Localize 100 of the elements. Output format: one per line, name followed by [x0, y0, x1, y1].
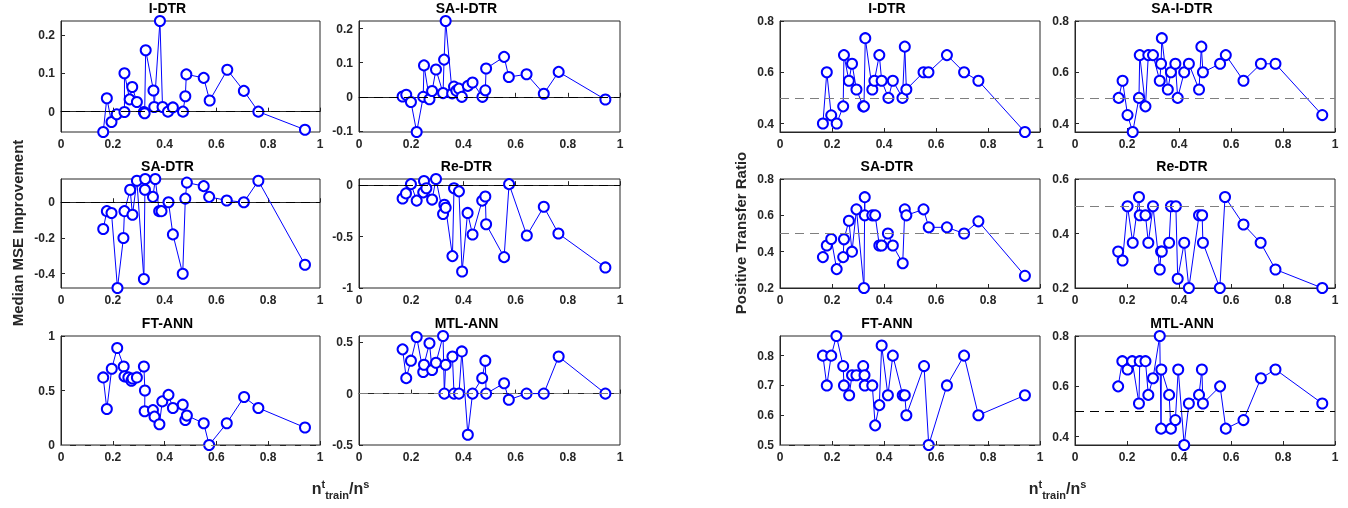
y-axis-title: Median MSE Improvement: [8, 139, 26, 327]
chart-title: Re-DTR: [1156, 158, 1208, 174]
y-tick-label: -0.5: [332, 229, 354, 244]
y-tick-label: -0.5: [332, 438, 354, 452]
chart-title: I-DTR: [148, 0, 187, 16]
x-tick-label: 0: [776, 450, 784, 464]
x-tick-label: 0.4: [875, 450, 893, 464]
y-tick-label: 0.6: [1052, 379, 1070, 394]
x-tick-label: 0: [1071, 450, 1079, 464]
x-tick-label: 0.6: [507, 450, 525, 464]
x-tick-label: 0.6: [1222, 137, 1240, 151]
x-tick-label: 0.2: [823, 450, 841, 464]
x-tick-label: 0.8: [559, 293, 577, 307]
y-tick-label: 0.8: [757, 348, 775, 363]
y-tick-label: 0: [346, 386, 354, 401]
y-tick-label: 0.4: [1052, 116, 1070, 131]
x-tick-label: 1: [1331, 293, 1339, 307]
x-tick-label: 0.8: [259, 293, 277, 307]
x-tick-label: 0.2: [104, 450, 122, 464]
y-tick-label: 0.2: [1052, 281, 1070, 295]
x-tick-label: 0.6: [927, 137, 945, 151]
chart-title: FT-ANN: [141, 315, 194, 331]
x-tick-label: 1: [316, 450, 324, 464]
y-tick-label: 0: [48, 438, 56, 452]
x-tick-label: 0: [57, 137, 65, 151]
chart-title: MTL-ANN: [434, 315, 499, 331]
x-tick-label: 0.2: [1118, 450, 1136, 464]
chart-title: SA-I-DTR: [1151, 0, 1213, 16]
x-tick-label: 1: [616, 293, 624, 307]
x-tick-label: 1: [1036, 137, 1044, 151]
y-tick-label: 0.5: [38, 383, 56, 398]
x-tick-label: 0.2: [402, 450, 420, 464]
x-tick-label: 0: [1071, 293, 1079, 307]
x-tick-label: 0: [355, 450, 363, 464]
x-tick-label: 0.8: [979, 137, 997, 151]
y-tick-label: 0.8: [757, 14, 775, 28]
y-tick-label: 0.6: [1052, 172, 1070, 186]
y-tick-label: 0.5: [336, 335, 354, 350]
y-tick-label: 0.5: [757, 438, 775, 452]
x-tick-label: 0.2: [104, 137, 122, 151]
y-tick-label: 0.4: [1052, 226, 1070, 241]
x-tick-label: 0.4: [455, 293, 473, 307]
x-tick-label: 1: [316, 137, 324, 151]
chart-title: FT-ANN: [861, 315, 913, 331]
chart-title: SA-DTR: [860, 158, 914, 174]
x-tick-label: 1: [1331, 450, 1339, 464]
y-tick-label: -0.1: [332, 123, 354, 138]
x-tick-label: 0.6: [927, 450, 945, 464]
x-tick-label: 0.8: [1274, 450, 1292, 464]
x-axis-title: n$^{t}$$_{train}$/n$^{s}$: [1028, 478, 1087, 501]
x-tick-label: 0: [57, 450, 65, 464]
x-tick-label: 0.2: [823, 293, 841, 307]
y-tick-label: 0.4: [757, 116, 775, 131]
x-tick-label: 0.4: [875, 293, 893, 307]
x-tick-label: 1: [1331, 137, 1339, 151]
x-tick-label: 0: [355, 137, 363, 151]
x-axis-title: n$^{t}$$_{train}$/n$^{s}$: [311, 478, 370, 501]
y-tick-label: 0: [346, 89, 354, 104]
x-tick-label: 0.4: [455, 450, 473, 464]
x-tick-label: 0.8: [1274, 137, 1292, 151]
x-tick-label: 0.2: [104, 293, 122, 307]
y-tick-label: 0: [346, 178, 354, 193]
x-tick-label: 0.4: [156, 450, 174, 464]
x-tick-label: 0: [57, 293, 65, 307]
y-tick-label: 0.2: [38, 27, 56, 42]
x-tick-label: 0.4: [1170, 137, 1188, 151]
y-tick-label: 0: [48, 104, 56, 119]
y-tick-label: 0.6: [757, 208, 775, 223]
x-tick-label: 0.4: [875, 137, 893, 151]
y-tick-label: 0.2: [336, 21, 354, 36]
x-tick-label: 0.6: [208, 450, 226, 464]
y-tick-label: 0.6: [1052, 65, 1070, 80]
x-tick-label: 0.6: [208, 137, 226, 151]
x-tick-label: 0.6: [1222, 450, 1240, 464]
y-axis-title: Positive Transfer Ratio: [731, 151, 749, 315]
x-tick-label: 0.8: [979, 450, 997, 464]
x-tick-label: 0: [776, 293, 784, 307]
y-tick-label: 0.7: [757, 378, 775, 393]
x-tick-label: 0.2: [402, 137, 420, 151]
x-tick-label: 1: [616, 137, 624, 151]
y-tick-label: 0.4: [757, 244, 775, 259]
x-tick-label: 0.8: [979, 293, 997, 307]
x-tick-label: 0.2: [823, 137, 841, 151]
x-tick-label: 0.4: [455, 137, 473, 151]
x-tick-label: 0.8: [1274, 293, 1292, 307]
x-tick-label: 0.4: [156, 137, 174, 151]
x-tick-label: 1: [616, 450, 624, 464]
x-tick-label: 1: [316, 293, 324, 307]
y-tick-label: 0.6: [757, 408, 775, 423]
x-tick-label: 0.4: [156, 293, 174, 307]
y-tick-label: 0: [48, 195, 56, 210]
x-tick-label: 0.8: [259, 137, 277, 151]
x-tick-label: 0.2: [402, 293, 420, 307]
x-tick-label: 0.8: [559, 137, 577, 151]
y-tick-label: -1: [342, 281, 354, 295]
x-tick-label: 1: [1036, 293, 1044, 307]
y-tick-label: -0.2: [34, 230, 56, 245]
x-tick-label: 0: [1071, 137, 1079, 151]
x-tick-label: 0.4: [1170, 450, 1188, 464]
chart-title: MTL-ANN: [1150, 315, 1214, 331]
